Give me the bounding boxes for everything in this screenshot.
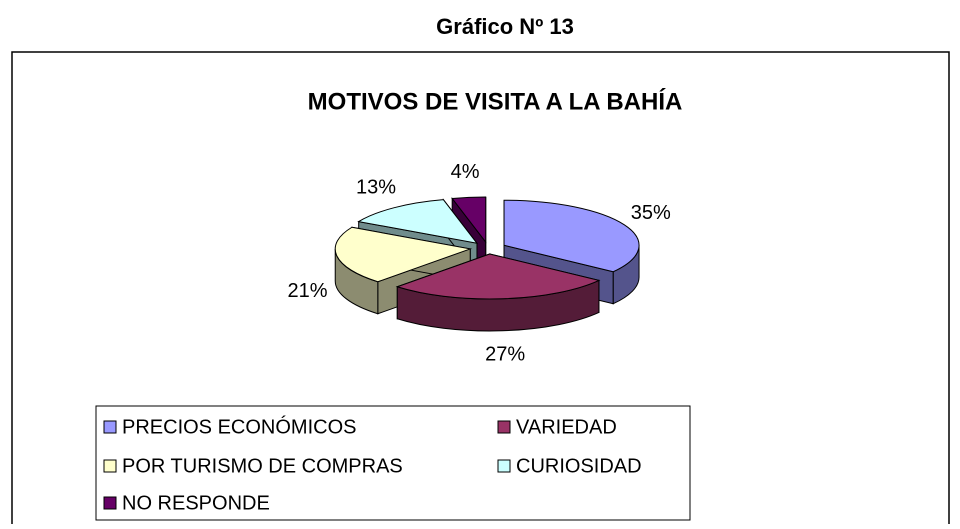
slice (334, 226, 473, 283)
data-label: 27% (485, 344, 525, 366)
legend-label: POR TURISMO DE COMPRAS (122, 455, 403, 477)
legend-swatch (103, 459, 117, 473)
data-label: 35% (631, 202, 671, 224)
slice (503, 199, 640, 273)
legend-swatch (497, 420, 511, 434)
slice (357, 199, 479, 244)
pie (334, 196, 640, 332)
legend-label: CURIOSIDAD (516, 455, 642, 477)
legend-label: VARIEDAD (516, 416, 617, 438)
legend-swatch (103, 420, 117, 434)
figure-heading: Gráfico Nº 13 (436, 14, 574, 39)
legend-box (95, 405, 691, 521)
legend-label: NO RESPONDE (122, 492, 270, 514)
legend-swatch (497, 459, 511, 473)
legend-label: PRECIOS ECONÓMICOS (122, 415, 356, 438)
data-label: 13% (356, 176, 396, 198)
data-label: 4% (451, 161, 480, 183)
data-label: 21% (288, 280, 328, 302)
slice (451, 196, 487, 244)
legend-swatch (103, 496, 117, 510)
slice (395, 253, 601, 300)
chart-title: MOTIVOS DE VISITA A LA BAHÍA (308, 87, 683, 115)
